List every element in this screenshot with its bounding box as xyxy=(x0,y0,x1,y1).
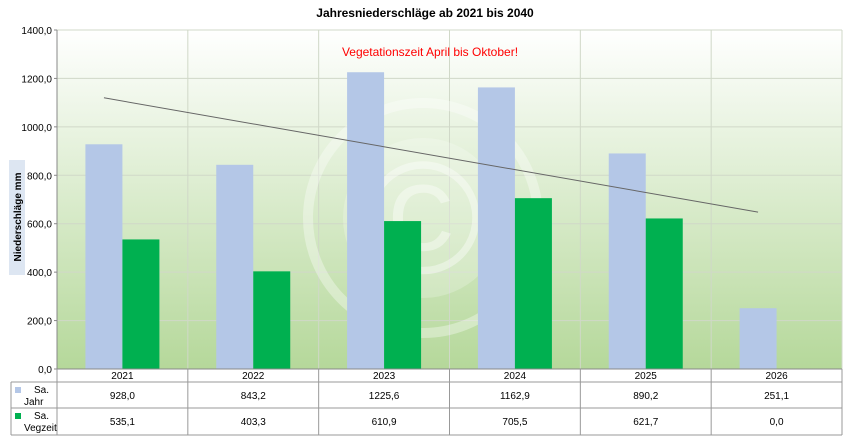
x-tick-label: 2021 xyxy=(111,371,134,382)
chart-annotation: Vegetationszeit April bis Oktober! xyxy=(342,45,518,59)
y-tick-label: 200,0 xyxy=(27,317,52,328)
y-axis-title-box: Niederschläge mm xyxy=(9,160,25,275)
bar-jahr xyxy=(216,164,254,369)
bar-vegzeit xyxy=(384,221,422,369)
trendline-jahr xyxy=(103,97,759,213)
bar-jahr xyxy=(347,72,385,370)
x-tick-label: 2026 xyxy=(765,371,788,382)
bar-vegzeit xyxy=(122,239,160,369)
trendline xyxy=(103,97,759,213)
y-tick-label: 0,0 xyxy=(38,365,52,376)
data-label-jahr: 1162,9 xyxy=(500,391,530,402)
x-tick-label: 2024 xyxy=(504,371,527,382)
data-label-jahr: 843,2 xyxy=(241,391,266,402)
bar-vegzeit xyxy=(645,218,683,369)
y-tick-label: 1000,0 xyxy=(21,123,52,134)
chart-title: Jahresniederschläge ab 2021 bis 2040 xyxy=(316,6,534,20)
data-label-vegzeit: 621,7 xyxy=(633,417,658,428)
bar-vegzeit xyxy=(514,198,552,369)
y-axis-title: Niederschläge mm xyxy=(13,172,24,261)
data-label-vegzeit: 535,1 xyxy=(110,417,135,428)
bar-jahr xyxy=(85,144,123,369)
data-label-jahr: 1225,6 xyxy=(369,391,400,402)
data-label-jahr: 890,2 xyxy=(633,391,658,402)
legend-label-vegzeit: Vegzeit xyxy=(24,423,57,434)
legend-label-jahr: Sa. xyxy=(34,385,49,396)
bar-vegzeit xyxy=(253,271,291,369)
y-tick-label: 600,0 xyxy=(27,220,52,231)
y-tick-label: 800,0 xyxy=(27,171,52,182)
data-label-jahr: 928,0 xyxy=(110,391,135,402)
data-label-vegzeit: 403,3 xyxy=(241,417,266,428)
legend-label-jahr: Jahr xyxy=(24,397,44,408)
x-tick-label: 2022 xyxy=(242,371,265,382)
gridlines xyxy=(57,29,843,370)
data-label-vegzeit: 610,9 xyxy=(372,417,397,428)
legend-swatch-vegzeit xyxy=(15,413,21,419)
bar-jahr xyxy=(608,153,646,369)
bars xyxy=(85,72,777,370)
data-label-vegzeit: 705,5 xyxy=(502,417,527,428)
y-tick-label: 400,0 xyxy=(27,268,52,279)
bar-jahr xyxy=(477,87,515,369)
x-tick-label: 2025 xyxy=(635,371,658,382)
y-tick-label: 1400,0 xyxy=(21,26,52,37)
bar-jahr xyxy=(739,308,777,369)
legend-label-vegzeit: Sa. xyxy=(34,411,49,422)
y-tick-label: 1200,0 xyxy=(21,74,52,85)
x-tick-label: 2023 xyxy=(373,371,396,382)
data-label-jahr: 251,1 xyxy=(764,391,789,402)
legend-swatch-jahr xyxy=(15,387,21,393)
data-label-vegzeit: 0,0 xyxy=(770,417,784,428)
